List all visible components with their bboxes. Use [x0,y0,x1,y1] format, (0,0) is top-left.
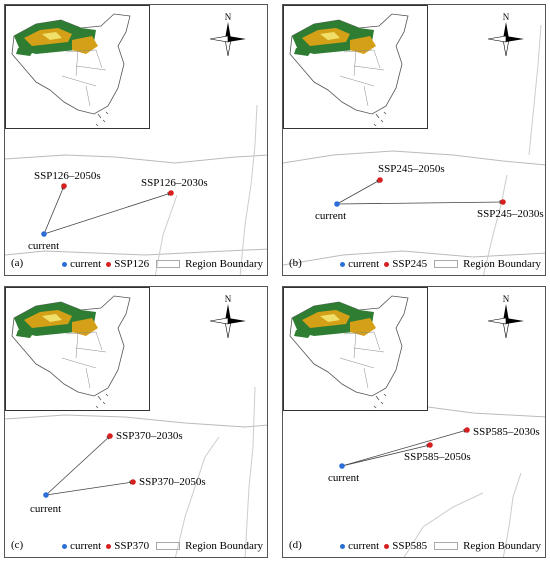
map-panel-d: N (d) current SSP585 Region Boundary [282,286,546,558]
north-arrow-icon: N [207,11,249,57]
inset-map [5,287,150,411]
legend-ssp-dot [384,543,390,549]
inset-map [283,287,428,411]
legend-ssp-dot [106,261,112,267]
legend-ssp-label: SSP585 [392,540,428,552]
panel-tag: (c) [11,539,24,551]
centroid-label: SSP585–2030s [473,426,540,438]
legend-current-dot [340,261,346,267]
map-legend: current SSP585 Region Boundary [340,540,541,552]
region-boundaries [5,386,267,557]
map-legend: current SSP245 Region Boundary [340,258,541,270]
legend-ssp-label: SSP126 [114,258,150,270]
map-legend: current SSP126 Region Boundary [62,258,263,270]
north-arrow-icon: N [207,293,249,339]
map-panel-a: N (a) current SSP126 Region Boundary [4,4,268,276]
legend-boundary-swatch [434,542,459,550]
legend-current-label: current [348,258,380,270]
centroid-label: current [30,503,62,515]
centroid-label: SSP126–2030s [141,177,208,189]
region-boundaries [283,24,545,275]
centroid-label: SSP245–2050s [378,163,445,175]
legend-boundary-swatch [434,260,459,268]
north-label: N [225,294,232,304]
legend-boundary-label: Region Boundary [463,258,541,270]
panel-tag: (a) [11,257,24,269]
centroid-label: SSP370–2050s [139,476,206,488]
legend-boundary-label: Region Boundary [463,540,541,552]
legend-ssp-label: SSP370 [114,540,150,552]
legend-boundary-label: Region Boundary [185,540,263,552]
legend-current-dot [62,543,68,549]
legend-ssp-dot [384,261,390,267]
north-arrow-icon: N [485,11,527,57]
centroid-label: current [28,240,60,252]
map-panel-b: N (b) current SSP245 Region Boundary [282,4,546,276]
north-label: N [503,294,510,304]
legend-current-dot [62,261,68,267]
legend-current-label: current [348,540,380,552]
centroid-label: SSP585–2050s [404,451,471,463]
centroid-label: current [315,210,347,222]
north-label: N [225,12,232,22]
centroid-label: current [328,472,360,484]
centroid-label: SSP370–2030s [116,430,183,442]
legend-boundary-swatch [156,542,181,550]
legend-boundary-label: Region Boundary [185,258,263,270]
north-label: N [503,12,510,22]
panel-tag: (d) [289,539,302,551]
legend-boundary-swatch [156,260,181,268]
map-panel-c: N (c) current SSP370 Region Boundary [4,286,268,558]
centroid-label: SSP126–2050s [34,170,101,182]
legend-current-dot [340,543,346,549]
legend-ssp-label: SSP245 [392,258,428,270]
inset-map [283,5,428,129]
inset-map [5,5,150,129]
legend-ssp-dot [106,543,112,549]
map-legend: current SSP370 Region Boundary [62,540,263,552]
panel-tag: (b) [289,257,302,269]
legend-current-label: current [70,258,102,270]
legend-current-label: current [70,540,102,552]
north-arrow-icon: N [485,293,527,339]
centroid-label: SSP245–2030s [477,208,544,220]
